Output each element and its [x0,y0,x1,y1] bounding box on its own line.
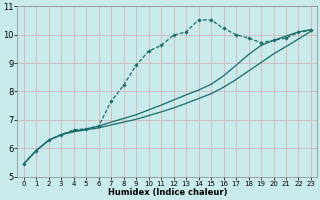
X-axis label: Humidex (Indice chaleur): Humidex (Indice chaleur) [108,188,227,197]
